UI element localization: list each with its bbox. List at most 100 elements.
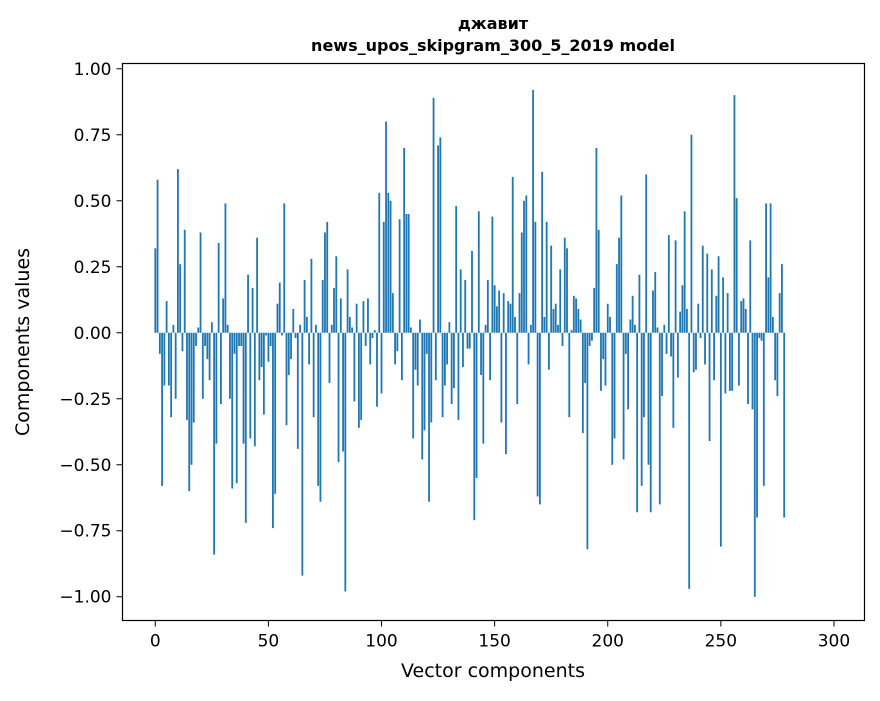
- bar: [633, 324, 636, 333]
- bar: [767, 277, 770, 333]
- bar: [299, 324, 301, 333]
- bar: [247, 274, 249, 333]
- bar: [695, 332, 697, 370]
- bar: [468, 332, 471, 349]
- bar: [726, 293, 729, 333]
- bar: [403, 147, 406, 333]
- bar: [156, 179, 159, 333]
- bar: [154, 248, 157, 333]
- x-tick-label: 100: [365, 632, 397, 652]
- bar: [681, 285, 684, 333]
- bar: [604, 332, 607, 386]
- bar: [389, 200, 392, 333]
- bar: [624, 332, 627, 354]
- bar: [728, 332, 731, 391]
- bar: [742, 298, 745, 333]
- bar: [364, 332, 367, 346]
- bar: [419, 319, 421, 333]
- bar: [201, 332, 204, 399]
- bar: [534, 221, 537, 333]
- bar: [425, 332, 428, 354]
- bar: [371, 332, 374, 339]
- bar: [220, 332, 222, 405]
- bar: [414, 332, 417, 370]
- bar: [740, 301, 743, 333]
- bar: [640, 332, 643, 486]
- bar: [692, 332, 695, 373]
- bar: [638, 274, 641, 333]
- bar: [602, 332, 605, 360]
- bar: [738, 332, 740, 386]
- bar: [733, 95, 736, 333]
- bar: [290, 332, 292, 360]
- bar: [278, 282, 281, 333]
- bar: [199, 232, 202, 333]
- bar: [688, 332, 691, 589]
- x-axis-ticks: 0 50 100 150 200 250 300: [150, 620, 850, 652]
- bar: [394, 332, 396, 365]
- bar: [432, 97, 435, 333]
- bar: [249, 332, 252, 439]
- bar: [710, 269, 713, 333]
- bar: [760, 332, 763, 341]
- bar: [330, 324, 333, 333]
- bar: [324, 232, 326, 333]
- bar: [387, 192, 390, 333]
- bar: [654, 272, 657, 333]
- bar: [749, 240, 752, 333]
- bar: [613, 332, 616, 439]
- bar: [260, 332, 263, 368]
- x-tick-label: 50: [258, 632, 280, 652]
- bar: [210, 322, 213, 333]
- bar: [224, 203, 227, 333]
- bar: [357, 332, 360, 428]
- bar: [170, 332, 173, 418]
- bar: [423, 332, 426, 431]
- bar: [158, 332, 161, 354]
- bar: [781, 264, 783, 333]
- bar: [520, 232, 523, 333]
- y-tick-label: 0.50: [74, 192, 112, 212]
- bar: [217, 243, 220, 333]
- bar: [477, 211, 480, 333]
- bar: [611, 332, 614, 465]
- bar: [615, 264, 618, 333]
- bar: [385, 121, 387, 333]
- bar: [536, 332, 539, 497]
- bar: [308, 332, 311, 365]
- bar: [457, 332, 460, 420]
- bar: [262, 332, 265, 415]
- bar: [699, 332, 702, 339]
- bar: [346, 269, 349, 333]
- bar: [783, 332, 786, 518]
- y-tick-label: 0.75: [74, 126, 112, 146]
- bar: [776, 332, 779, 397]
- y-axis-ticks: 1.00 0.75 0.50 0.25 0.00 −0.25 −0.50 −0.75 −1.00: [59, 60, 123, 608]
- bar: [222, 298, 225, 333]
- bar: [518, 293, 521, 333]
- bar: [310, 258, 313, 333]
- bar: [704, 332, 706, 365]
- bar: [165, 301, 168, 333]
- bar: [443, 332, 446, 386]
- bar: [568, 332, 571, 418]
- bar: [167, 332, 170, 386]
- y-tick-label: 0.00: [74, 324, 112, 344]
- bar: [448, 322, 451, 333]
- bar: [731, 332, 734, 391]
- bar: [188, 332, 191, 492]
- bar: [253, 332, 256, 447]
- bar: [771, 316, 774, 333]
- bar: [428, 332, 430, 502]
- bar: [505, 332, 507, 455]
- bar: [665, 332, 668, 354]
- bar: [172, 324, 175, 333]
- bar: [410, 327, 412, 333]
- bar: [658, 332, 661, 505]
- bar: [550, 245, 553, 333]
- bar: [719, 332, 722, 547]
- bar: [437, 145, 439, 333]
- bar: [163, 332, 166, 386]
- bar: [581, 332, 584, 434]
